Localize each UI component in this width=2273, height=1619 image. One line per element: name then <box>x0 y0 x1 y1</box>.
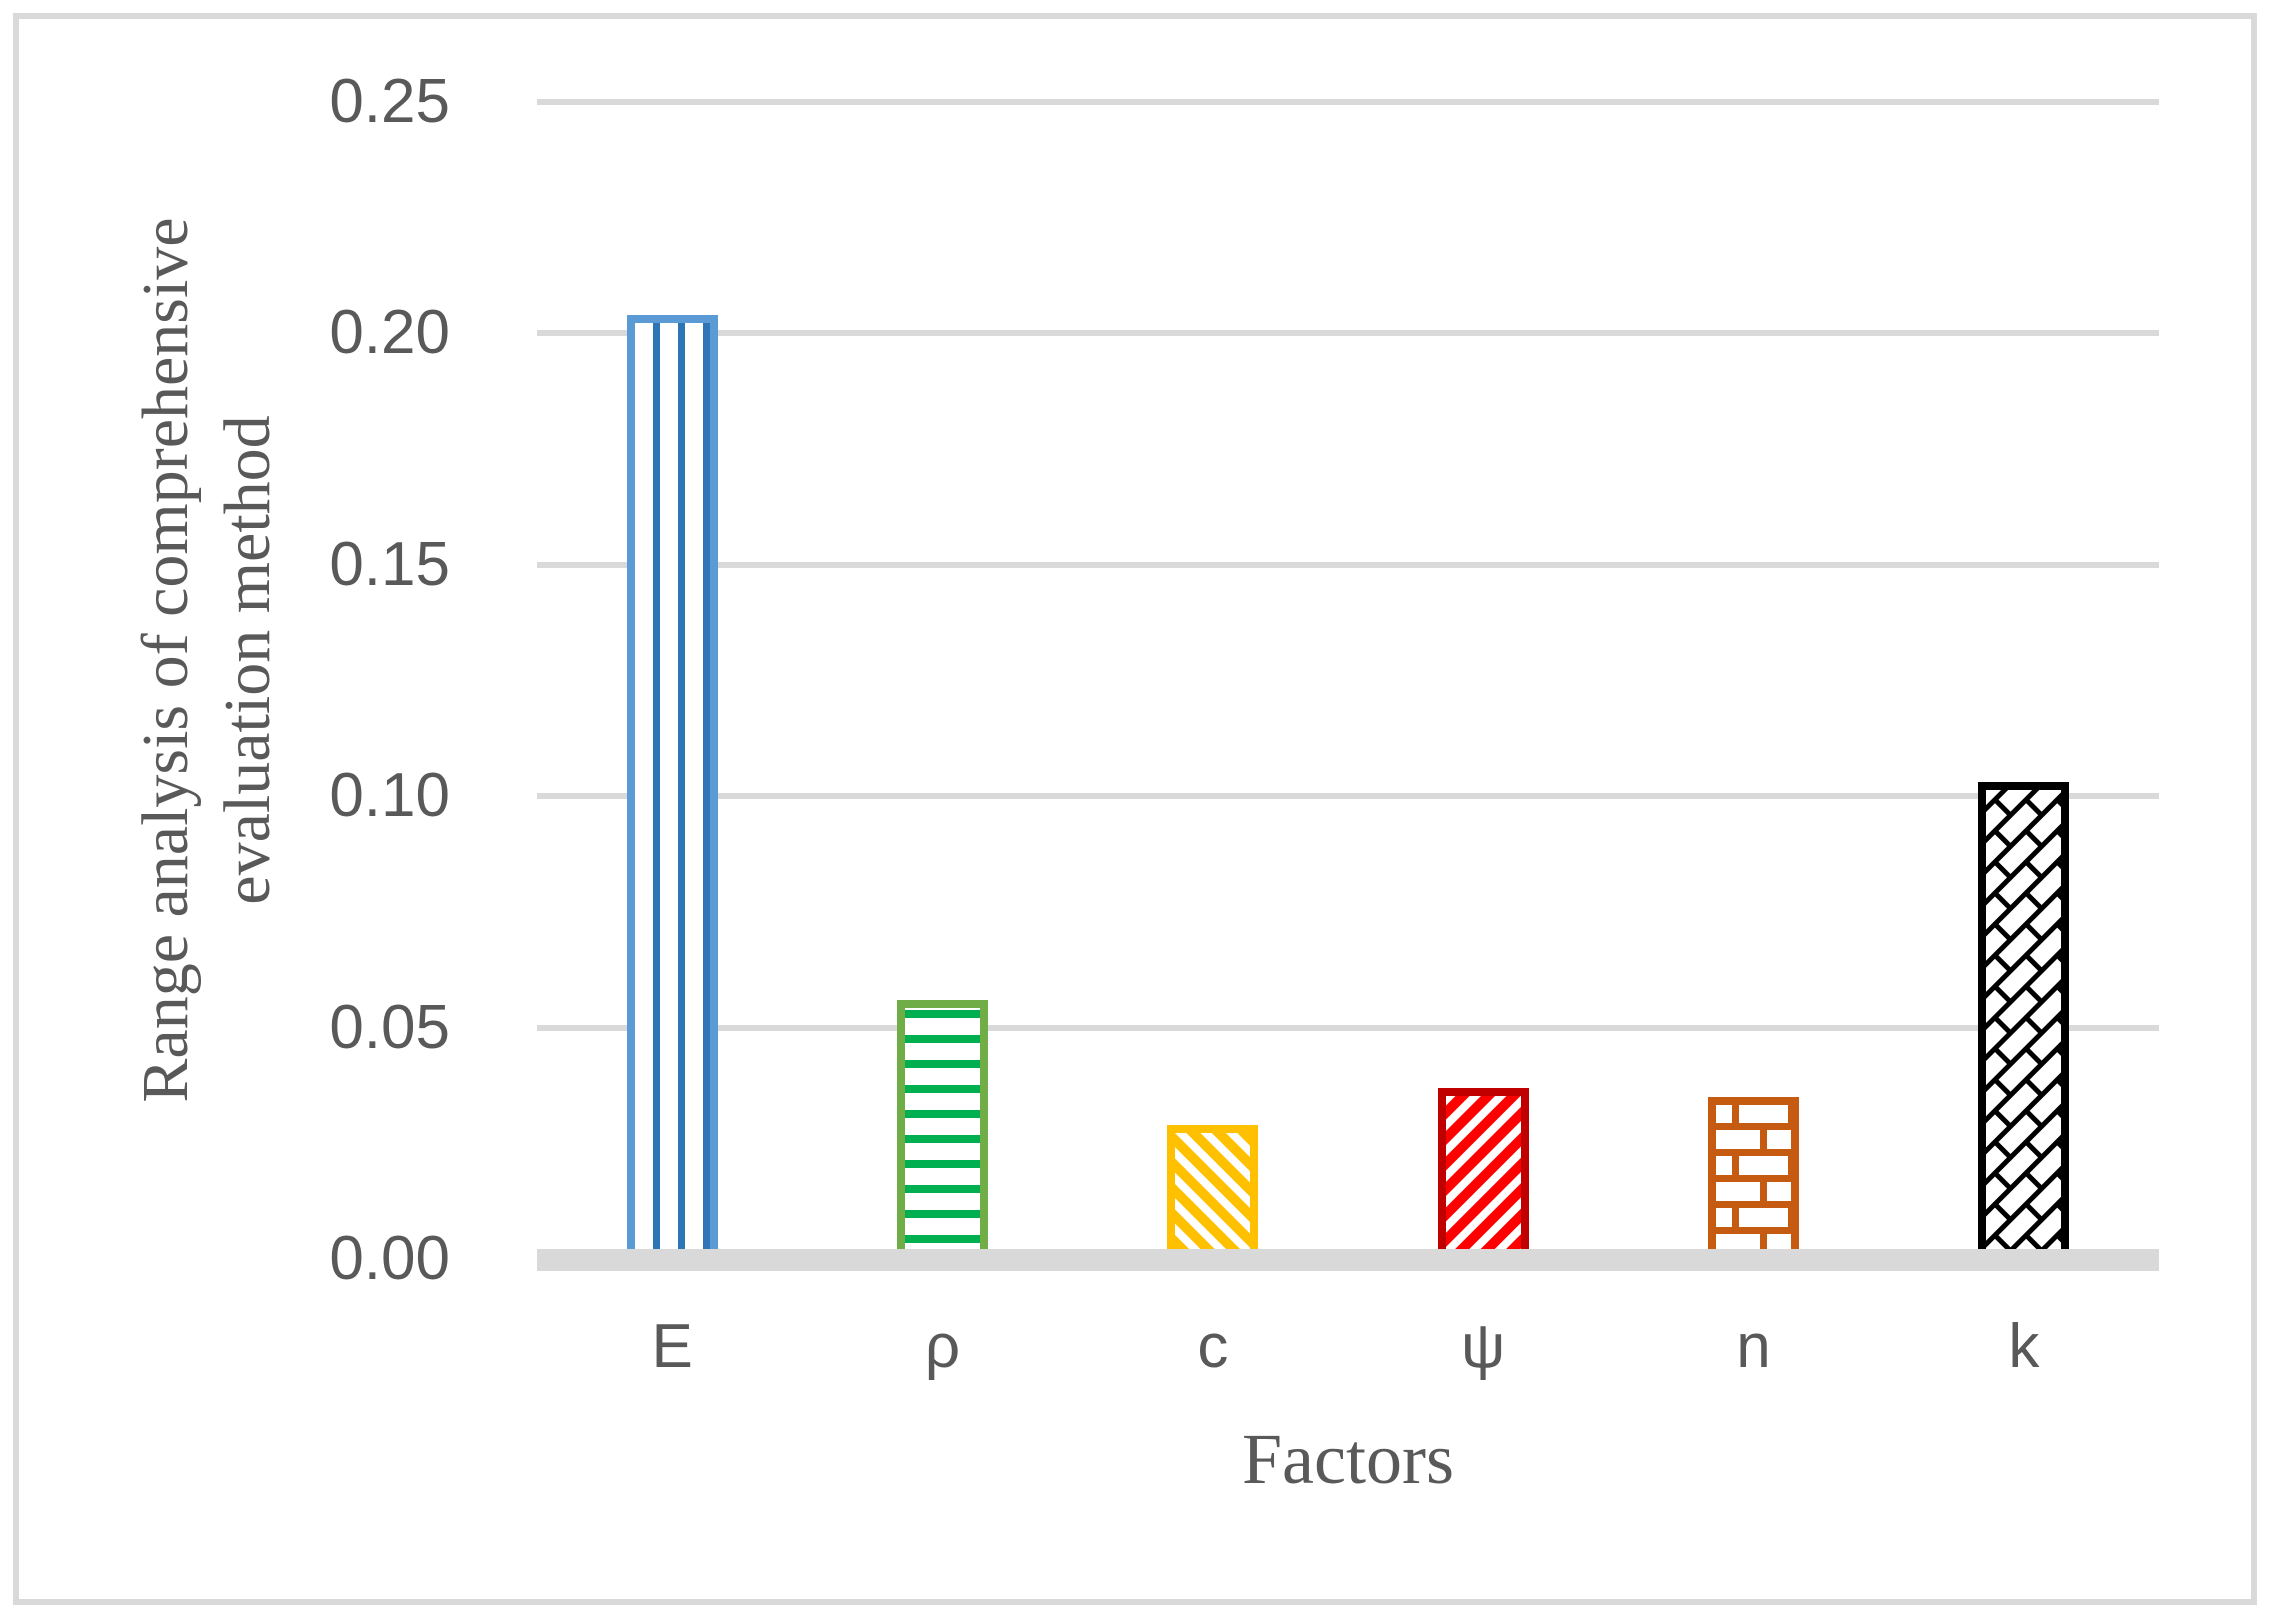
gridline <box>537 330 2159 337</box>
y-tick-label: 0.00 <box>329 1224 450 1293</box>
y-tick-label: 0.15 <box>329 529 450 599</box>
y-tick-label: 0.10 <box>329 761 450 831</box>
x-axis-title: Factors <box>1242 1419 1454 1499</box>
y-axis-title: Range analysis of comprehensive evaluati… <box>125 80 289 1240</box>
x-axis-band <box>537 1249 2159 1271</box>
y-tick-label: 0.20 <box>329 298 450 368</box>
gridline <box>537 99 2159 105</box>
x-category-label-ψ: ψ <box>1461 1312 1506 1381</box>
bar-c <box>1167 1125 1259 1259</box>
y-axis-title-line-1: Range analysis of comprehensive <box>129 217 202 1103</box>
y-axis-title-line-2: evaluation method <box>211 415 284 905</box>
x-category-label-E: E <box>651 1312 693 1381</box>
bar-E <box>626 315 718 1259</box>
bar-k <box>1978 782 2070 1259</box>
y-tick-label: 0.05 <box>329 992 450 1062</box>
gridline <box>537 793 2159 800</box>
bar-ψ <box>1437 1088 1529 1259</box>
bar-n <box>1708 1097 1799 1259</box>
x-category-label-n: n <box>1736 1312 1771 1381</box>
y-tick-label: 0.25 <box>329 67 450 136</box>
bar-ρ <box>897 1000 988 1259</box>
gridline <box>537 561 2159 568</box>
gridline <box>537 1024 2159 1031</box>
x-category-label-k: k <box>2008 1312 2040 1381</box>
x-category-label-c: c <box>1197 1312 1229 1381</box>
x-category-label-ρ: ρ <box>924 1312 961 1381</box>
